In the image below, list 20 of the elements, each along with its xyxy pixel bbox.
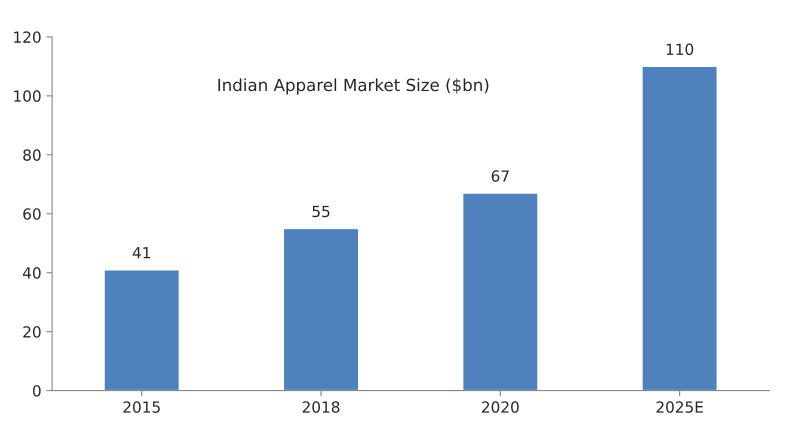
text: Indian Apparel Market Size ($bn) xyxy=(218,78,488,94)
y-tick-label: 40 xyxy=(22,267,41,279)
bar xyxy=(641,66,718,391)
data-label: 110 xyxy=(666,44,694,56)
y-tick-label: 100 xyxy=(14,90,41,102)
y-tick-label: 80 xyxy=(23,149,41,161)
y-tick-label: 120 xyxy=(14,31,41,43)
y-tick-label: 20 xyxy=(23,326,41,338)
bar xyxy=(462,192,539,391)
y-tick-label: 0 xyxy=(32,385,41,397)
x-tick-label: 2020 xyxy=(482,401,519,413)
x-tick-label: 2015 xyxy=(123,401,160,413)
bar xyxy=(282,228,360,391)
data-label: 55 xyxy=(312,206,330,218)
data-label: 67 xyxy=(492,170,509,182)
x-tick-label: 2018 xyxy=(302,401,340,413)
y-tick-label: 60 xyxy=(23,208,41,220)
x-tick-label: 2025E xyxy=(656,401,703,413)
bar xyxy=(103,269,180,391)
data-label: 41 xyxy=(132,247,150,258)
